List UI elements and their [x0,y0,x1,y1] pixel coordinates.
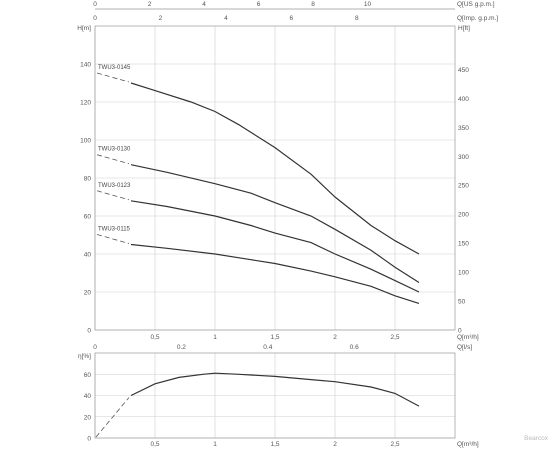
top-axis-2-tick: 2 [159,15,163,22]
y-tick-label: 0 [87,436,91,443]
top-axis-2-tick: 6 [290,15,294,22]
y2-tick-label: 100 [458,270,469,277]
y2-tick-label: 350 [458,125,469,132]
series-label: TWU3-0130 [98,147,131,153]
y-tick-label: 60 [84,372,92,379]
series-dashed-extension [96,234,130,244]
top-axis-1-tick: 0 [93,1,97,8]
series-curve [130,82,420,255]
series-curve [130,164,420,284]
y-tick-label: 60 [84,214,92,221]
series-dashed-extension [96,154,130,165]
top-axis-1-tick: 8 [311,1,315,8]
y2-tick-label: 450 [458,67,469,74]
x-tick-label: 2,5 [390,441,399,448]
y-tick-label: 100 [80,138,91,145]
top-axis-1-tick: 10 [364,1,372,8]
top-axis-1-label: Q[US g.p.m.] [457,1,495,8]
plot-frame [94,352,456,439]
efficiency-dashed-extension [95,397,130,438]
x-tick-label: 1,5 [270,334,279,341]
y-tick-label: 80 [84,176,92,183]
series-label: TWU3-0123 [98,183,131,189]
x-tick-label: 1,5 [270,441,279,448]
y-tick-label: 40 [84,252,92,259]
y2-tick-label: 0 [458,328,462,335]
series-label: TWU3-0115 [98,227,131,233]
y-tick-label: 0 [87,328,91,335]
top-axis-1-tick: 2 [148,1,152,8]
series-label: TWU3-0145 [98,65,131,71]
top-axis-2-label: Q[Imp. g.p.m.] [457,15,498,22]
series-curve [130,200,420,293]
x-axis-label: Q[m³/h] [457,441,479,448]
y2-tick-label: 300 [458,154,469,161]
top-axis-2-tick: 8 [355,15,359,22]
top-axis-tick: 0.4 [263,344,272,351]
top-axis-tick: 0.2 [177,344,186,351]
series-dashed-extension [96,72,130,83]
series-curve [130,243,420,304]
efficiency-chart: 0,5 1 1,5 2 2,5 0 20 40 60 0 0.2 0.4 0.6 Q[l/s] η[%] Q[… [78,344,479,448]
x-tick-label: 1 [213,334,217,341]
y-tick-label: 40 [84,393,92,400]
top-axis-2-tick: 4 [224,15,228,22]
top-axis-tick: 0 [93,344,97,351]
y2-tick-label: 400 [458,96,469,103]
y2-axis-label: H[ft] [458,25,470,32]
x-axis-label: Q[m³/h] [457,334,479,341]
y-tick-label: 20 [84,414,92,421]
head-chart: 0,5 1 1,5 2 2,502040608010012014005010015020… [77,1,498,341]
top-axis-2-tick: 0 [93,15,97,22]
series-dashed-extension [96,190,130,201]
y2-tick-label: 50 [458,299,466,306]
x-tick-label: 2 [333,334,337,341]
y-axis-label: H[m] [77,25,91,32]
y2-tick-label: 200 [458,212,469,219]
top-axis-1-tick: 6 [257,1,261,8]
plot-frame [94,25,456,331]
top-axis-1-tick: 4 [202,1,206,8]
y2-tick-label: 150 [458,241,469,248]
x-tick-label: 0,5 [150,441,159,448]
x-tick-label: 0,5 [150,334,159,341]
top-axis-label: Q[l/s] [457,344,472,351]
efficiency-curve [130,372,420,407]
y2-tick-label: 250 [458,183,469,190]
y-tick-label: 140 [80,62,91,69]
top-axis-tick: 0.6 [350,344,359,351]
x-tick-label: 2,5 [390,334,399,341]
y-axis-label: η[%] [78,353,91,360]
x-tick-label: 1 [213,441,217,448]
watermark: Bearcox [524,435,549,442]
y-tick-label: 20 [84,290,92,297]
y-tick-label: 120 [80,100,91,107]
x-tick-label: 2 [333,441,337,448]
